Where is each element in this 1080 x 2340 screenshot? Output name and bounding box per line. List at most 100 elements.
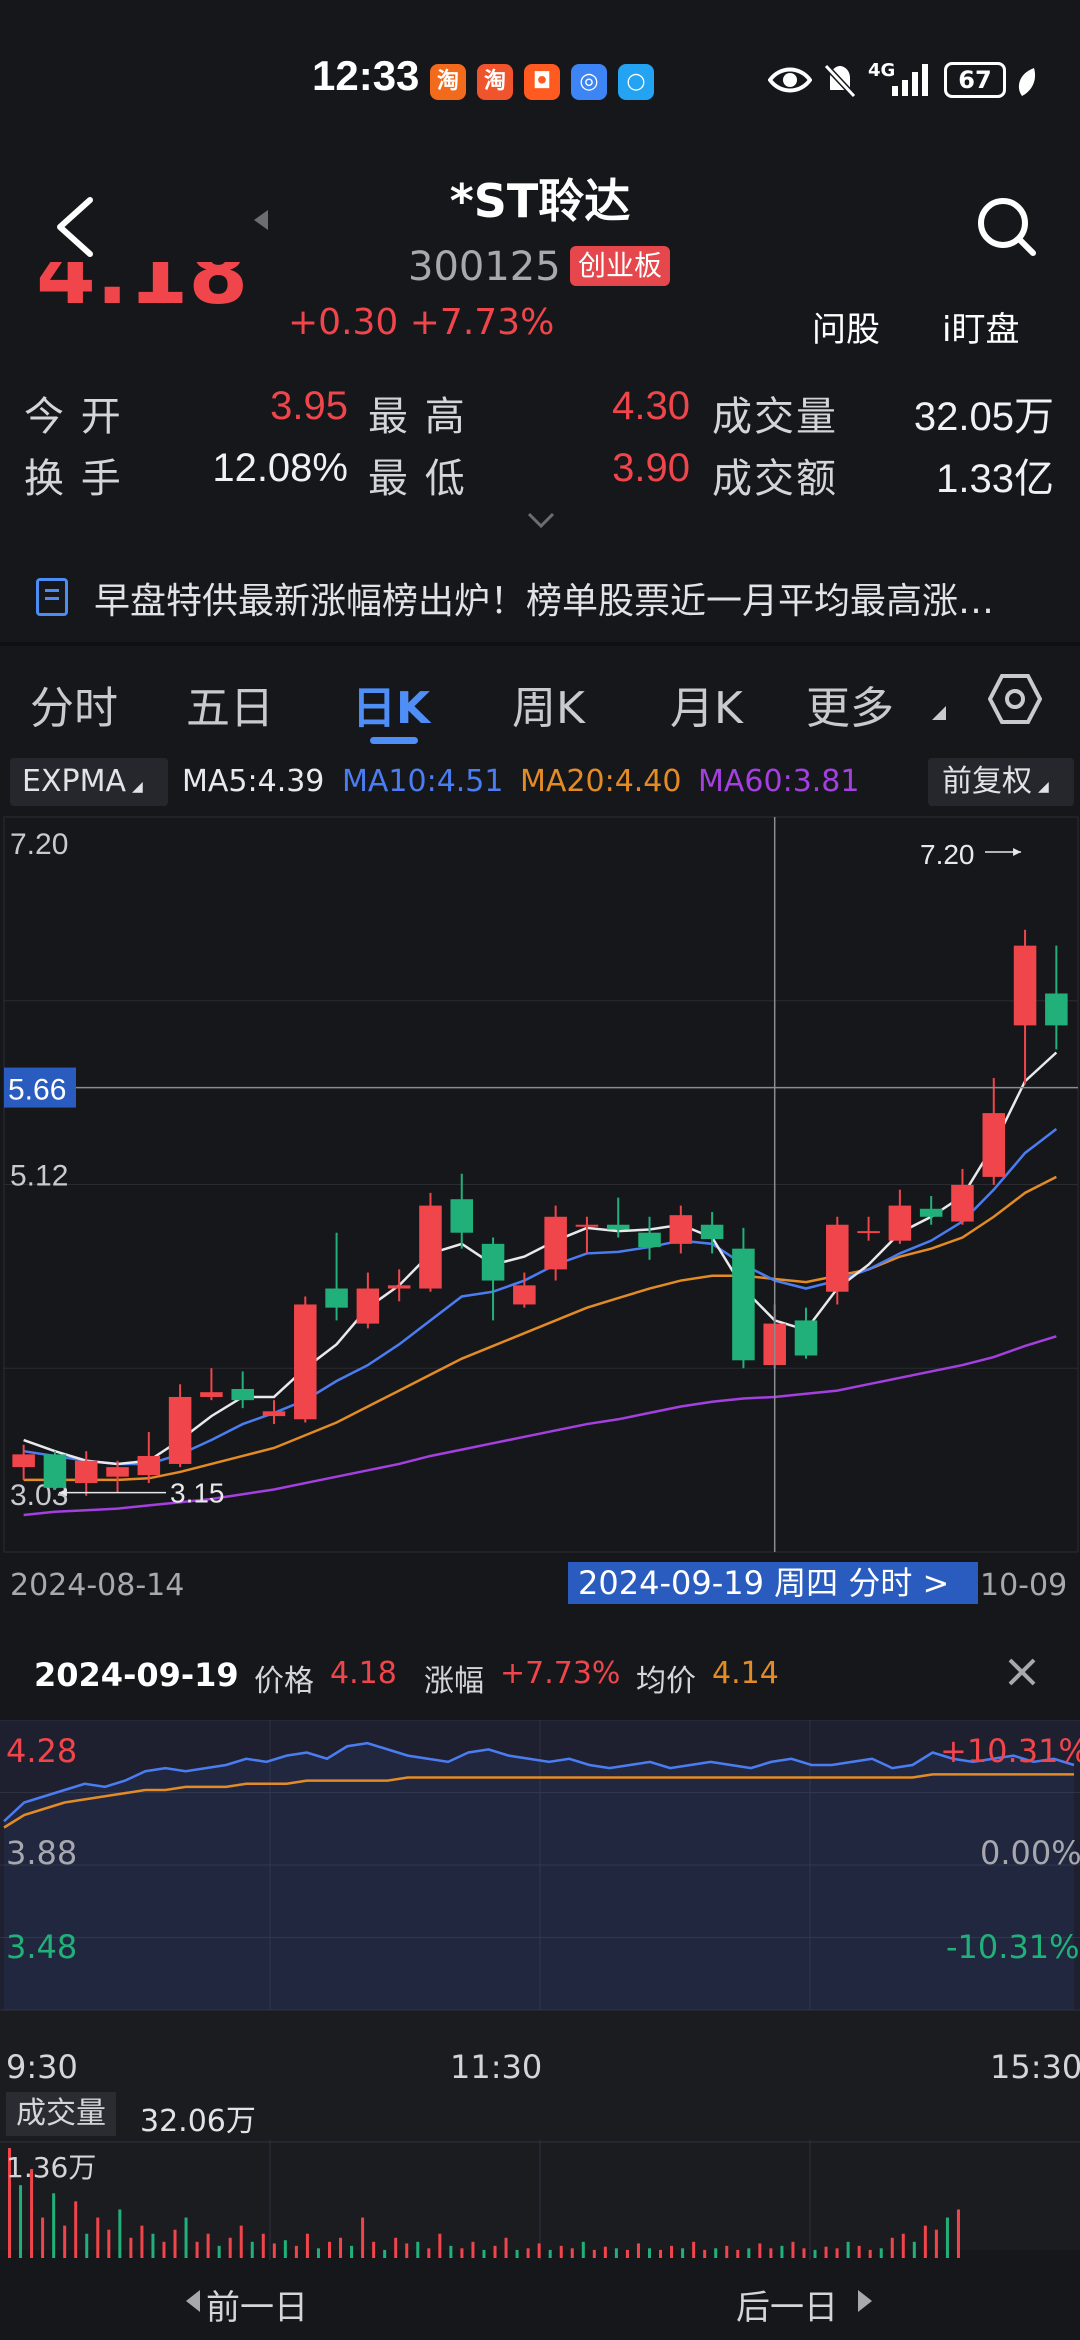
- candle-body: [982, 1113, 1006, 1177]
- adjust-select[interactable]: 前复权 ◢: [928, 758, 1074, 806]
- dropdown-triangle-icon: [932, 706, 946, 720]
- close-icon[interactable]: [1006, 1656, 1038, 1688]
- volume-bar: [493, 2245, 497, 2258]
- indicator-select[interactable]: EXPMA ◢: [10, 758, 168, 806]
- tab-week-k[interactable]: 周K: [512, 683, 585, 734]
- volume-bar: [681, 2248, 685, 2258]
- volume-bar: [769, 2248, 773, 2258]
- min-marker-arrow: [58, 1488, 67, 1497]
- candle-body: [951, 1184, 974, 1222]
- prev-stock-icon[interactable]: [250, 208, 270, 232]
- volume-bar: [118, 2209, 122, 2258]
- search-button[interactable]: [975, 195, 1039, 259]
- ma5-line: [23, 1051, 1058, 1466]
- network-type: 4G: [868, 60, 896, 81]
- tab-month-k[interactable]: 月K: [670, 683, 743, 734]
- tab-day-k[interactable]: 日K: [352, 683, 431, 734]
- shopping-app-icon: ◘: [524, 64, 560, 100]
- candle-body: [857, 1231, 880, 1234]
- prev-day-button[interactable]: 前一日: [206, 2288, 308, 2328]
- volume-bar: [427, 2248, 431, 2258]
- current-price: 4.18: [36, 262, 249, 312]
- volume-bar: [482, 2249, 486, 2258]
- candle-body: [732, 1248, 755, 1361]
- expand-chevron-icon[interactable]: [526, 510, 556, 530]
- price-change: +0.30 +7.73%: [288, 302, 555, 343]
- volume-bar: [8, 2148, 11, 2258]
- i-watch-button[interactable]: i盯盘: [942, 310, 1020, 350]
- x-mid-label: 11:30: [450, 2048, 543, 2086]
- news-bar[interactable]: 早盘特供最新涨幅榜出炉！榜单股票近一月平均最高涨…: [0, 560, 1080, 630]
- candle-body: [168, 1396, 192, 1464]
- low-value: 3.90: [612, 446, 690, 490]
- volume-bar: [416, 2241, 420, 2258]
- volume-bar: [63, 2225, 67, 2258]
- volume-bar: [449, 2245, 453, 2258]
- volume-bar: [945, 2217, 949, 2258]
- crosshair-date-label[interactable]: 2024-09-19 周四 分时 >: [568, 1562, 978, 1604]
- kline-overlay: 5.66 7.20 3.15: [4, 817, 1078, 1552]
- volume-bar: [879, 2248, 883, 2258]
- y-tick-label: 7.20: [10, 828, 68, 861]
- next-day-button[interactable]: 后一日: [736, 2288, 838, 2328]
- volume-bar: [162, 2241, 166, 2258]
- volume-bar: [85, 2233, 89, 2258]
- candle-body: [826, 1224, 849, 1292]
- amount-label: 成交额: [712, 456, 838, 502]
- min-marker-label: 3.15: [170, 1478, 225, 1509]
- volume-bar: [250, 2241, 254, 2258]
- candle-body: [919, 1208, 943, 1217]
- signal-icon: [892, 64, 928, 96]
- price-area: [4, 1743, 1074, 2010]
- left-triangle-icon: [186, 2290, 200, 2312]
- volume-bar: [603, 2246, 607, 2258]
- kline-ma-lines: [23, 1051, 1058, 1517]
- volume-bar: [670, 2245, 674, 2258]
- kline-end-date: 10-09: [980, 1568, 1068, 1603]
- amount-value: 1.33亿: [936, 457, 1054, 501]
- ma10-value: MA10:4.51: [342, 764, 504, 799]
- avg-value: 4.14: [712, 1656, 779, 1691]
- intraday-chart[interactable]: [0, 1720, 1080, 2050]
- volume-total: 32.06万: [140, 2104, 256, 2139]
- candle-body: [544, 1216, 567, 1270]
- volume-bar: [261, 2233, 265, 2258]
- volume-bar: [438, 2233, 442, 2258]
- y-mid-pct-label: 0.00%: [980, 1834, 1080, 1872]
- y-top-label: 4.28: [6, 1732, 78, 1770]
- back-button[interactable]: [50, 196, 100, 258]
- volume-bar: [780, 2245, 784, 2258]
- divider: [0, 642, 1080, 646]
- tab-more[interactable]: 更多: [806, 683, 894, 734]
- news-headline: 早盘特供最新涨幅榜出炉！榜单股票近一月平均最高涨…: [94, 581, 995, 622]
- volume-bar: [195, 2241, 199, 2258]
- volume-bar: [747, 2248, 751, 2258]
- candle-body: [12, 1454, 35, 1468]
- change-label: 涨幅: [424, 1664, 484, 1699]
- tab-five-day[interactable]: 五日: [186, 683, 274, 734]
- volume-bar: [294, 2245, 298, 2258]
- volume-bar: [316, 2248, 320, 2258]
- max-marker-arrow: [1013, 848, 1022, 856]
- avg-price-line: [3, 1773, 1074, 1829]
- candle-body: [700, 1224, 724, 1240]
- ask-stock-button[interactable]: 问股: [812, 310, 880, 350]
- taobao-app-icon: 淘: [430, 64, 466, 100]
- settings-icon[interactable]: [988, 672, 1042, 726]
- candle-body: [43, 1454, 67, 1488]
- candle-body: [356, 1288, 380, 1324]
- volume-bar: [592, 2249, 596, 2258]
- candle-body: [481, 1243, 505, 1281]
- volume-bar: [339, 2237, 343, 2258]
- volume-bar: [548, 2249, 552, 2258]
- faded-indicator-row: [0, 1612, 1080, 1630]
- volume-bar: [912, 2241, 916, 2258]
- volume-bar: [570, 2248, 574, 2258]
- tab-intraday[interactable]: 分时: [30, 683, 118, 734]
- volume-bar: [239, 2225, 243, 2258]
- y-top-pct-label: +10.31%: [940, 1732, 1080, 1770]
- intraday-popup: 2024-09-19 价格 4.18 涨幅 +7.73% 均价 4.14 4.2…: [0, 1630, 1080, 2260]
- kline-chart[interactable]: 7.205.123.03 5.667.203.15: [0, 812, 1080, 1572]
- popup-header: 2024-09-19 价格 4.18 涨幅 +7.73% 均价 4.14: [0, 1630, 1080, 1720]
- ma20-line: [23, 1175, 1057, 1482]
